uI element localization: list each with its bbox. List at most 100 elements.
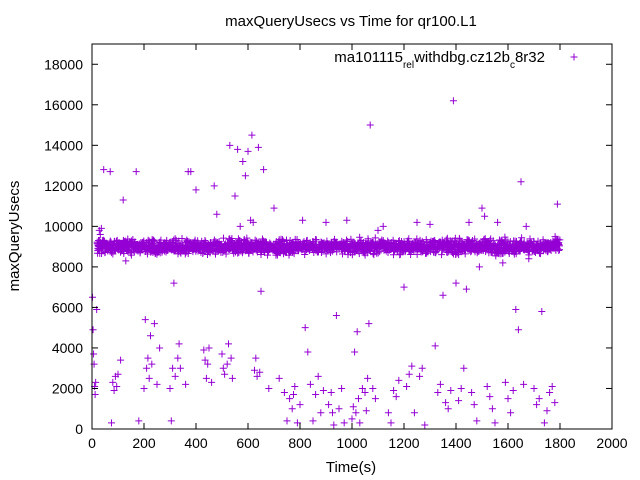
data-point bbox=[317, 409, 325, 417]
x-tick-label: 1600 bbox=[492, 435, 523, 451]
data-point bbox=[371, 234, 379, 242]
data-point bbox=[447, 387, 455, 394]
data-point bbox=[330, 421, 338, 429]
data-point bbox=[239, 158, 247, 166]
data-point bbox=[109, 378, 117, 386]
data-point bbox=[403, 382, 411, 390]
data-point bbox=[418, 237, 426, 245]
data-point bbox=[475, 263, 483, 271]
x-tick-label: 1800 bbox=[544, 435, 575, 451]
data-point bbox=[176, 364, 184, 372]
data-point bbox=[153, 380, 161, 388]
data-point bbox=[355, 395, 362, 403]
data-point bbox=[106, 168, 114, 176]
data-point bbox=[504, 395, 512, 403]
data-point bbox=[322, 250, 330, 258]
y-tick-label: 6000 bbox=[52, 299, 83, 315]
data-point bbox=[122, 257, 130, 265]
data-point bbox=[201, 356, 209, 364]
data-point bbox=[174, 354, 182, 362]
data-point bbox=[522, 222, 530, 230]
data-point bbox=[509, 387, 517, 394]
data-point bbox=[248, 131, 256, 139]
data-point bbox=[132, 168, 140, 176]
data-point bbox=[340, 419, 348, 427]
data-point bbox=[260, 166, 268, 174]
data-point bbox=[254, 143, 262, 151]
data-point bbox=[290, 250, 298, 258]
data-point bbox=[96, 230, 104, 238]
data-point bbox=[405, 370, 413, 378]
data-point bbox=[348, 415, 356, 423]
data-point bbox=[379, 222, 387, 230]
data-point bbox=[486, 393, 494, 401]
data-point bbox=[296, 401, 304, 409]
data-point bbox=[228, 234, 236, 242]
data-point bbox=[249, 218, 257, 226]
data-point bbox=[283, 417, 291, 425]
data-point bbox=[387, 419, 395, 427]
data-point bbox=[349, 403, 357, 411]
data-point bbox=[366, 121, 374, 129]
y-tick-label: 8000 bbox=[52, 259, 83, 275]
data-point bbox=[91, 391, 99, 399]
legend-label: ma101115relwithdbg.cz12bc8r32 bbox=[334, 49, 545, 71]
data-point bbox=[488, 405, 496, 413]
data-point bbox=[288, 405, 296, 413]
data-point bbox=[478, 204, 486, 212]
data-point bbox=[210, 182, 218, 190]
data-point bbox=[405, 235, 413, 243]
data-point bbox=[327, 389, 335, 397]
data-point bbox=[114, 370, 122, 378]
data-point bbox=[291, 382, 299, 390]
data-point bbox=[499, 259, 507, 267]
data-point bbox=[221, 370, 229, 378]
data-point bbox=[98, 237, 106, 245]
data-point bbox=[343, 216, 351, 224]
data-point bbox=[127, 243, 135, 251]
data-point bbox=[439, 291, 447, 299]
data-point bbox=[301, 250, 309, 258]
data-point bbox=[286, 395, 294, 403]
data-point bbox=[408, 362, 416, 370]
data-point bbox=[501, 233, 509, 241]
data-point bbox=[290, 391, 297, 399]
legend-marker-symbol bbox=[570, 53, 578, 61]
data-point bbox=[89, 293, 97, 301]
data-point bbox=[456, 236, 464, 244]
data-point bbox=[251, 366, 258, 374]
data-point bbox=[309, 417, 317, 425]
data-point bbox=[94, 247, 102, 255]
data-point bbox=[169, 364, 177, 372]
data-point bbox=[228, 374, 236, 382]
data-point bbox=[117, 356, 125, 364]
data-point bbox=[304, 348, 312, 356]
data-point bbox=[520, 380, 528, 388]
data-point bbox=[219, 364, 227, 372]
data-point bbox=[282, 236, 290, 244]
x-tick-label: 0 bbox=[88, 435, 96, 451]
data-point bbox=[533, 401, 541, 409]
data-point bbox=[374, 249, 382, 257]
data-point bbox=[455, 397, 463, 405]
data-point bbox=[355, 250, 363, 258]
data-point bbox=[293, 235, 301, 243]
data-point bbox=[171, 235, 179, 243]
data-point bbox=[312, 391, 320, 399]
data-point bbox=[227, 354, 235, 362]
data-point bbox=[90, 350, 98, 358]
data-point bbox=[343, 238, 351, 246]
data-point bbox=[150, 320, 158, 328]
data-point bbox=[457, 384, 465, 392]
data-point bbox=[147, 332, 154, 340]
data-point bbox=[270, 204, 278, 212]
data-point bbox=[413, 235, 421, 243]
data-point bbox=[416, 372, 424, 380]
legend-marker bbox=[570, 53, 578, 61]
data-point bbox=[438, 251, 446, 259]
data-point bbox=[413, 218, 421, 226]
data-point bbox=[351, 348, 359, 356]
x-tick-label: 600 bbox=[236, 435, 260, 451]
data-point bbox=[150, 236, 158, 244]
data-point bbox=[141, 316, 149, 324]
